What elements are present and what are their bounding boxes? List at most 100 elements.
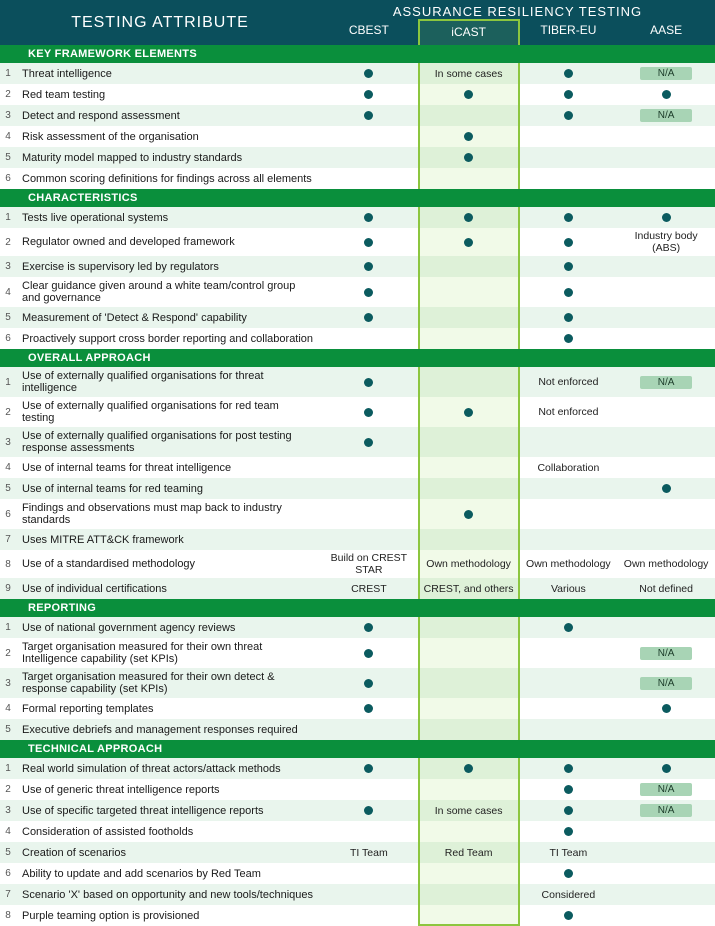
table-cell: [320, 307, 418, 328]
row-number: 8: [0, 905, 16, 926]
table-cell: [418, 638, 520, 668]
dot-icon: [564, 111, 573, 120]
table-cell: [418, 277, 520, 307]
dot-icon: [364, 764, 373, 773]
row-number: 1: [0, 617, 16, 638]
row-label: Risk assessment of the organisation: [16, 126, 320, 147]
dot-icon: [364, 623, 373, 632]
row-number: 1: [0, 63, 16, 84]
dot-icon: [364, 111, 373, 120]
row-label: Proactively support cross border reporti…: [16, 328, 320, 349]
header-supertitle: ASSURANCE RESILIENCY TESTING: [320, 0, 715, 19]
table-cell: Not enforced: [520, 397, 618, 427]
table-cell: [520, 698, 618, 719]
table-row: 2Use of externally qualified organisatio…: [0, 397, 715, 427]
table-cell: [520, 478, 618, 499]
table-cell: [520, 499, 618, 529]
table-cell: [617, 277, 715, 307]
table-cell: [418, 884, 520, 905]
row-label: Threat intelligence: [16, 63, 320, 84]
table-cell: [520, 207, 618, 228]
row-label: Measurement of 'Detect & Respond' capabi…: [16, 307, 320, 328]
row-label: Purple teaming option is provisioned: [16, 905, 320, 926]
table-row: 2Target organisation measured for their …: [0, 638, 715, 668]
table-cell: [320, 499, 418, 529]
table-cell: [617, 256, 715, 277]
row-number: 5: [0, 147, 16, 168]
table-row: 1Real world simulation of threat actors/…: [0, 758, 715, 779]
row-label: Consideration of assisted footholds: [16, 821, 320, 842]
table-row: 4Clear guidance given around a white tea…: [0, 277, 715, 307]
dot-icon: [364, 438, 373, 447]
table-cell: [617, 478, 715, 499]
table-cell: [520, 256, 618, 277]
dot-icon: [464, 132, 473, 141]
header-col: iCAST: [418, 19, 520, 45]
table-cell: TI Team: [520, 842, 618, 863]
table-cell: [418, 207, 520, 228]
row-label: Creation of scenarios: [16, 842, 320, 863]
table-cell: [520, 147, 618, 168]
table-row: 4Risk assessment of the organisation: [0, 126, 715, 147]
table-row: 5Use of internal teams for red teaming: [0, 478, 715, 499]
table-cell: N/A: [617, 105, 715, 126]
dot-icon: [464, 510, 473, 519]
table-cell: [320, 277, 418, 307]
table-cell: [320, 478, 418, 499]
row-label: Executive debriefs and management respon…: [16, 719, 320, 740]
row-number: 1: [0, 207, 16, 228]
na-badge: N/A: [640, 376, 693, 389]
table-cell: [520, 328, 618, 349]
row-label: Use of externally qualified organisation…: [16, 427, 320, 457]
table-cell: Industry body (ABS): [617, 228, 715, 256]
table-row: 6Common scoring definitions for findings…: [0, 168, 715, 189]
row-number: 6: [0, 863, 16, 884]
table-cell: [320, 638, 418, 668]
row-label: Use of generic threat intelligence repor…: [16, 779, 320, 800]
row-number: 5: [0, 307, 16, 328]
table-cell: [617, 884, 715, 905]
dot-icon: [564, 90, 573, 99]
row-label: Formal reporting templates: [16, 698, 320, 719]
table-cell: N/A: [617, 668, 715, 698]
table-cell: [520, 617, 618, 638]
table-cell: [520, 427, 618, 457]
table-cell: [320, 207, 418, 228]
table-cell: [520, 529, 618, 550]
row-label: Target organisation measured for their o…: [16, 638, 320, 668]
na-badge: N/A: [640, 783, 693, 796]
table-cell: [418, 256, 520, 277]
dot-icon: [364, 288, 373, 297]
table-row: 7Scenario 'X' based on opportunity and n…: [0, 884, 715, 905]
table-cell: [320, 147, 418, 168]
row-label: Use of internal teams for threat intelli…: [16, 457, 320, 478]
dot-icon: [364, 649, 373, 658]
table-cell: [617, 842, 715, 863]
table-cell: [320, 758, 418, 779]
table-cell: [520, 105, 618, 126]
table-cell: [520, 168, 618, 189]
header-attribute: TESTING ATTRIBUTE: [0, 0, 320, 45]
table-cell: [617, 84, 715, 105]
section-header: KEY FRAMEWORK ELEMENTS: [0, 45, 715, 63]
row-label: Use of internal teams for red teaming: [16, 478, 320, 499]
dot-icon: [564, 764, 573, 773]
table-cell: [617, 328, 715, 349]
dot-icon: [464, 238, 473, 247]
table-row: 1Use of national government agency revie…: [0, 617, 715, 638]
table-row: 1Threat intelligenceIn some casesN/A: [0, 63, 715, 84]
row-number: 5: [0, 842, 16, 863]
table-cell: [418, 126, 520, 147]
table-cell: [617, 307, 715, 328]
table-row: 5Measurement of 'Detect & Respond' capab…: [0, 307, 715, 328]
row-number: 3: [0, 427, 16, 457]
table-cell: [320, 719, 418, 740]
comparison-table: TESTING ATTRIBUTE ASSURANCE RESILIENCY T…: [0, 0, 715, 926]
row-number: 2: [0, 84, 16, 105]
table-cell: [320, 63, 418, 84]
dot-icon: [564, 827, 573, 836]
row-label: Exercise is supervisory led by regulator…: [16, 256, 320, 277]
table-row: 2Use of generic threat intelligence repo…: [0, 779, 715, 800]
row-label: Uses MITRE ATT&CK framework: [16, 529, 320, 550]
table-cell: [320, 800, 418, 821]
